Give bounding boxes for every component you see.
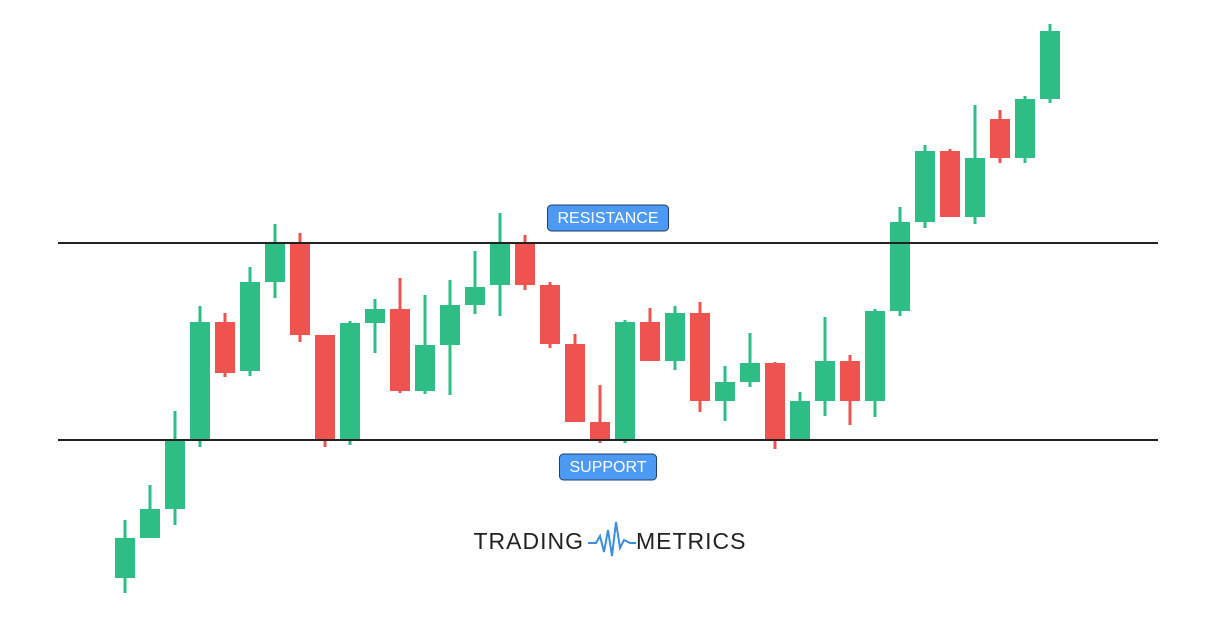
candle-body: [265, 244, 285, 282]
candle-body: [740, 363, 760, 382]
candle-body: [815, 361, 835, 401]
candle-body: [415, 345, 435, 391]
candle-body: [1040, 31, 1060, 99]
candle-body: [1015, 99, 1035, 158]
level-label: SUPPORT: [569, 459, 646, 476]
level-label: RESISTANCE: [557, 210, 658, 227]
candle-body: [840, 361, 860, 401]
candle-body: [540, 285, 560, 344]
candle-body: [515, 243, 535, 285]
candle-body: [865, 311, 885, 401]
logo-wave: [588, 521, 636, 557]
logo-left: TRADING: [474, 528, 585, 554]
candle-body: [215, 322, 235, 373]
candle-body: [465, 287, 485, 305]
candle-body: [190, 322, 210, 441]
candle-body: [440, 305, 460, 345]
level-badge: [546, 204, 670, 232]
candle-body: [915, 151, 935, 222]
level-badge: [558, 453, 658, 481]
candle-body: [240, 282, 260, 371]
candle-body: [315, 335, 335, 441]
candle-body: [140, 509, 160, 538]
candle-body: [590, 422, 610, 441]
candle-body: [565, 344, 585, 422]
candle-body: [940, 151, 960, 217]
candle-body: [290, 244, 310, 335]
candle-body: [765, 363, 785, 441]
candle-body: [365, 309, 385, 323]
candle-body: [965, 158, 985, 217]
candle-body: [790, 401, 810, 441]
candle-body: [115, 538, 135, 578]
candle-body: [340, 323, 360, 441]
candle-body: [890, 222, 910, 311]
candle-body: [640, 322, 660, 361]
candle-body: [990, 119, 1010, 158]
candle-body: [390, 309, 410, 391]
candle-body: [490, 243, 510, 285]
logo-right: METRICS: [636, 528, 747, 554]
candle-body: [715, 382, 735, 401]
candle-body: [615, 322, 635, 441]
candle-body: [690, 313, 710, 401]
candle-body: [665, 313, 685, 361]
candle-body: [165, 441, 185, 509]
